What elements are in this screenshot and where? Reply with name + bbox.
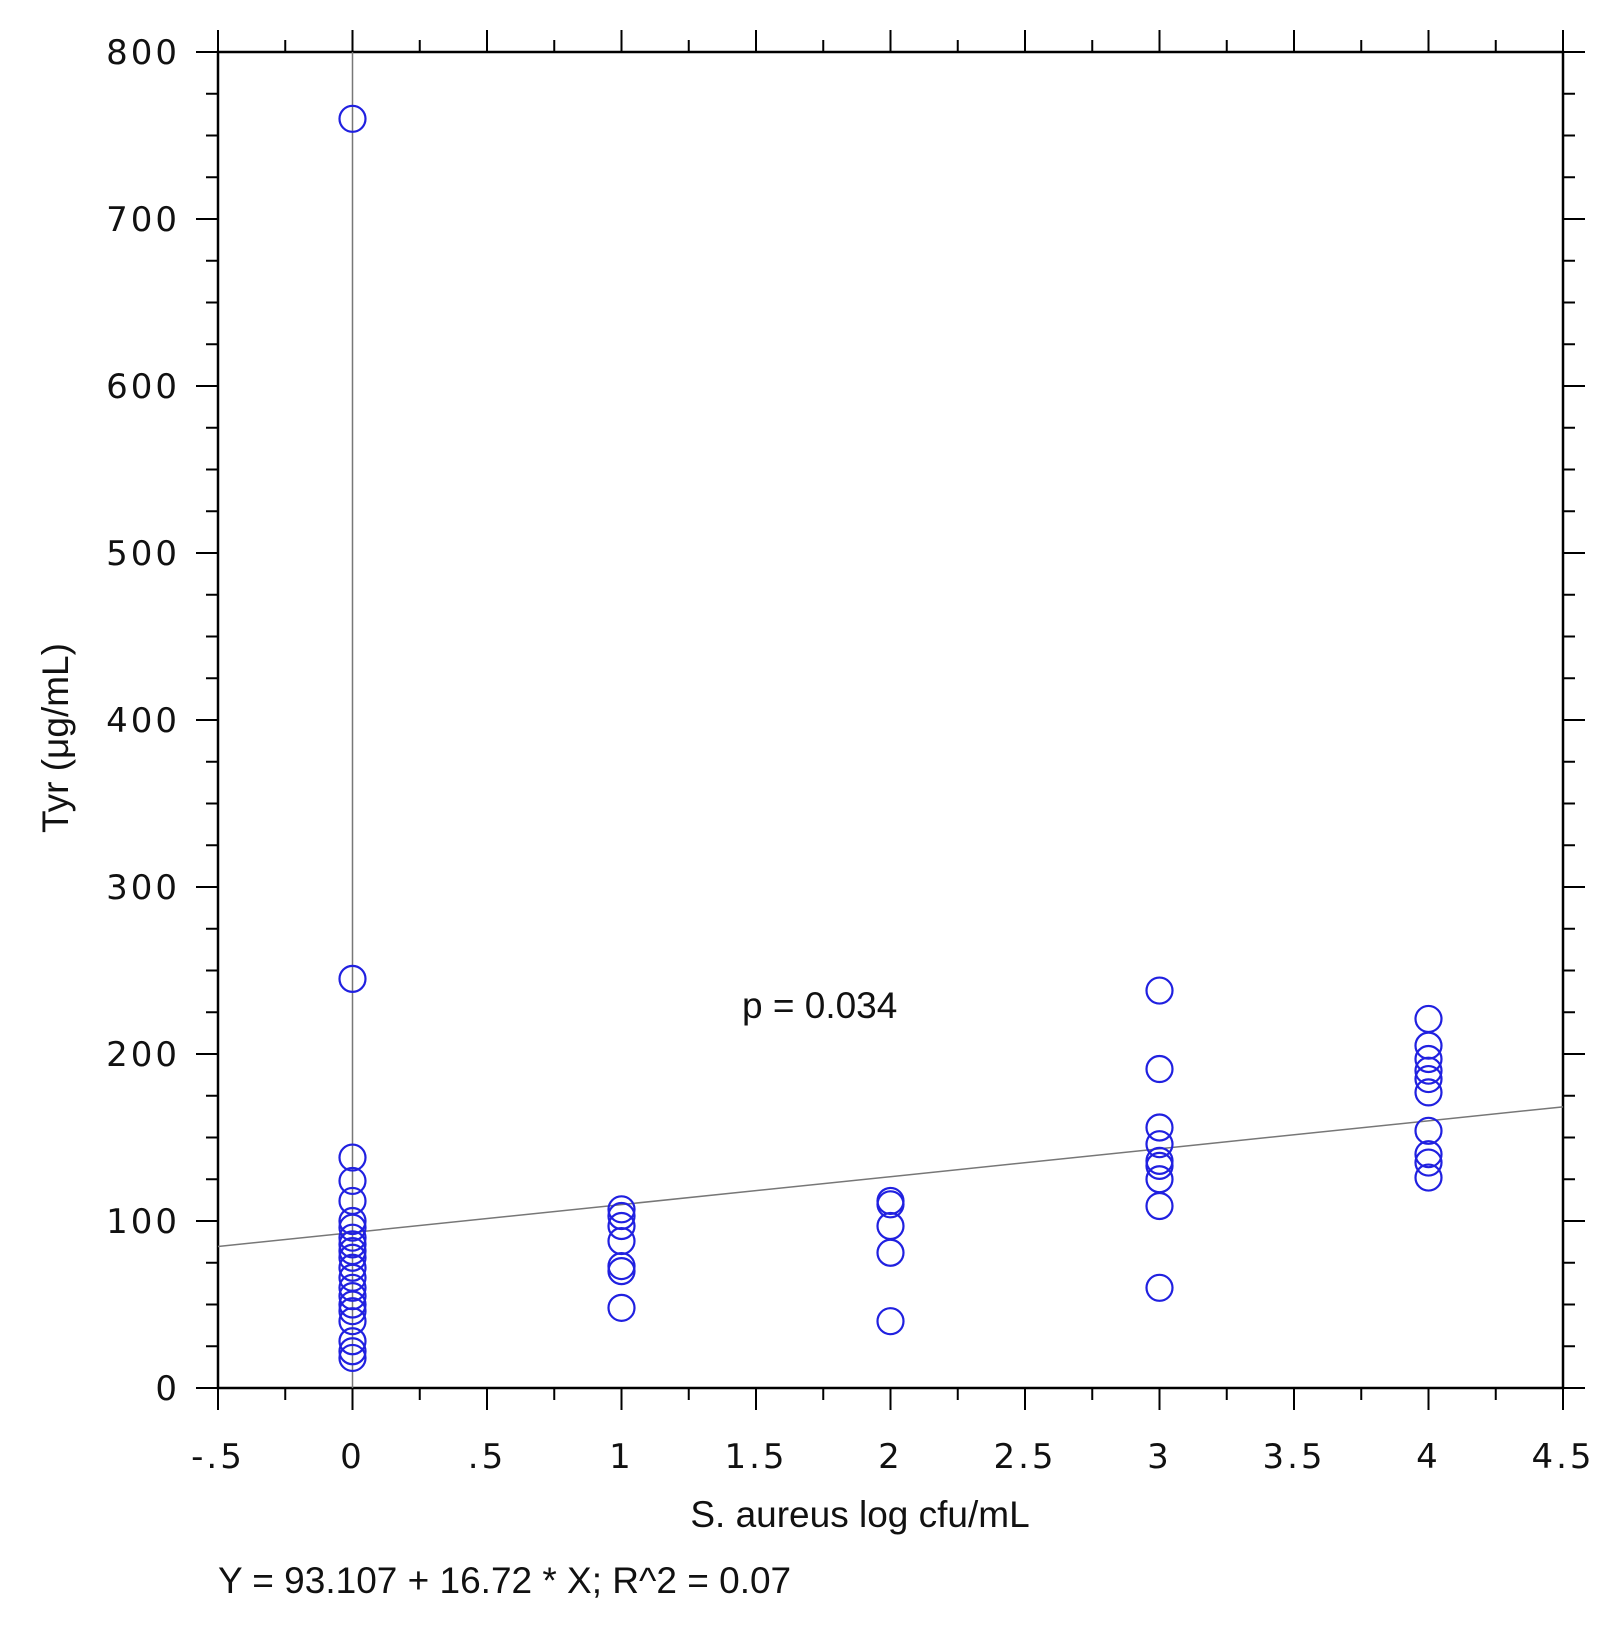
regression-equation: Y = 93.107 + 16.72 * X; R^2 = 0.07 [218,1560,791,1601]
x-tick-label: 0 [340,1437,365,1477]
data-point [338,104,367,133]
y-tick-label: 700 [106,200,180,240]
data-point [338,1206,367,1236]
data-point [338,964,367,993]
x-tick-label: 4.5 [1531,1437,1594,1477]
data-point [876,1238,905,1267]
y-tick-label: 800 [106,33,180,73]
x-tick-label: 2 [878,1437,903,1477]
y-tick-label: 300 [106,868,180,908]
data-point [876,1190,905,1219]
regression-line [217,1106,1564,1248]
data-point [1145,1130,1174,1159]
data-point [607,1293,636,1322]
x-axis-title: S. aureus log cfu/mL [690,1494,1029,1535]
y-tick-label: 400 [106,701,180,741]
x-tick-label: -.5 [191,1437,245,1477]
data-point [1145,976,1174,1005]
y-tick-label: 500 [106,534,180,574]
tick-labels: 0 100 200 300 400 500 600 700 800 -.5 0 .5 1 1.5 2 2.5 3… [106,33,1594,1477]
data-point [1414,1148,1443,1177]
data-point [338,1343,367,1373]
data-point [338,1230,367,1259]
data-point [607,1211,636,1241]
x-tick-label: 1.5 [724,1437,787,1477]
x-tick-label: 3 [1147,1437,1172,1477]
data-point [607,1256,636,1286]
data-point [338,1253,367,1282]
x-tick-label: 3.5 [1262,1437,1325,1477]
data-point [1414,1044,1443,1074]
y-tick-label: 0 [155,1369,180,1409]
data-point [338,1243,367,1272]
data-point [338,1290,367,1319]
data-point [338,1166,367,1196]
data-point [1414,1004,1443,1034]
data-point [876,1307,905,1336]
data-point [1414,1163,1443,1192]
data-point [1414,1056,1443,1085]
data-point [607,1226,636,1256]
data-point [1414,1064,1443,1094]
data-point [607,1251,636,1281]
x-tick-label: .5 [468,1437,506,1477]
axis-ticks [196,30,1585,1410]
p-value-annotation: p = 0.034 [742,985,897,1026]
x-tick-label: 4 [1416,1437,1441,1477]
data-point [607,1195,636,1224]
data-point [338,1143,367,1172]
reference-lines [217,52,1564,1388]
data-point [338,1337,367,1366]
data-point [338,1223,367,1252]
data-point [1145,1054,1174,1084]
y-tick-label: 200 [106,1035,180,1075]
data-point [1145,1273,1174,1302]
data-point [338,1213,367,1242]
data-point [338,1307,367,1336]
data-point [1145,1151,1174,1180]
y-tick-label: 600 [106,367,180,407]
data-point [1414,1078,1443,1107]
data-point [1145,1113,1174,1142]
data-point [1414,1140,1443,1169]
data-points [338,104,1443,1373]
y-tick-label: 100 [106,1202,180,1242]
data-point [338,1297,367,1326]
y-axis-title: Tyr (μg/mL) [35,643,76,833]
x-tick-label: 2.5 [993,1437,1056,1477]
data-point [1414,1116,1443,1145]
x-tick-label: 1 [609,1437,634,1477]
data-point [338,1273,367,1302]
data-point [338,1327,367,1356]
data-point [1145,1191,1174,1221]
